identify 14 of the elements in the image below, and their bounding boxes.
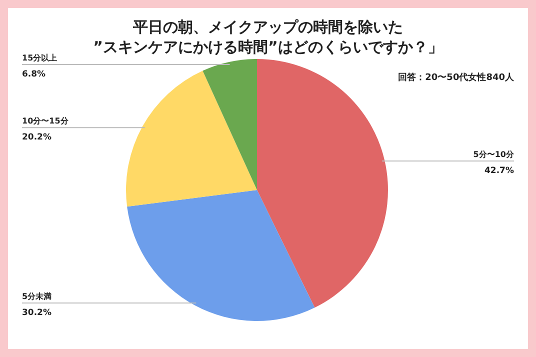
pie-slice (126, 70, 257, 207)
pie-slice (257, 59, 388, 308)
slice-label: 5分〜10分 (473, 150, 515, 159)
data-label: 42.7% (484, 166, 514, 176)
data-label: 6.8% (22, 70, 46, 80)
text: 回答：20〜50代女性840人 (398, 72, 515, 83)
chart-title: 平日の朝、メイクアップの時間を除いた ”スキンケアにかける時間”はどのくらいですか？」 (93, 18, 443, 56)
slice-label: 5分未満 (22, 292, 52, 302)
slice-label: 15分以上 (22, 54, 58, 63)
pie-slice (127, 190, 315, 321)
slice-label: 10分〜15分 (22, 116, 70, 126)
data-label: 20.2% (22, 132, 52, 143)
pie-slice (202, 59, 257, 190)
data-label: 30.2% (22, 308, 52, 318)
